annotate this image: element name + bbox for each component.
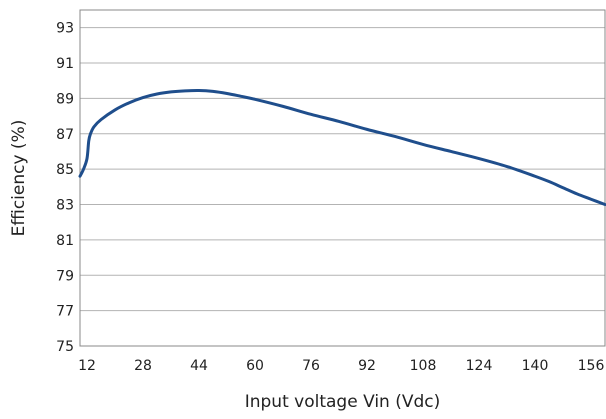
plot-area-frame: [79, 9, 606, 347]
y-tick-label: 91: [56, 56, 74, 72]
grid-lines: [80, 27, 605, 347]
x-tick-label: 60: [246, 358, 264, 374]
y-tick-label: 81: [56, 233, 74, 249]
y-tick-label: 79: [56, 268, 74, 284]
y-tick-label: 87: [56, 127, 74, 143]
y-axis-title: Efficiency (%): [9, 120, 29, 237]
y-axis-ticks: 75 77 79 81 83 85 87 89 91 93: [56, 21, 74, 355]
y-tick-label: 77: [56, 304, 74, 320]
x-tick-label: 124: [466, 358, 493, 374]
x-tick-label: 28: [134, 358, 152, 374]
y-tick-label: 89: [56, 91, 74, 107]
y-tick-label: 93: [56, 21, 74, 37]
x-tick-label: 44: [190, 358, 208, 374]
efficiency-series-line: [78, 88, 606, 207]
x-axis-ticks: 12 28 44 60 76 92 108 124 140 156: [78, 358, 604, 374]
y-tick-label: 83: [56, 198, 74, 214]
y-tick-label: 75: [56, 339, 74, 355]
y-tick-label: 85: [56, 162, 74, 178]
x-tick-label: 92: [358, 358, 376, 374]
x-tick-label: 12: [78, 358, 96, 374]
x-tick-label: 76: [302, 358, 320, 374]
x-tick-label: 140: [522, 358, 549, 374]
x-tick-label: 108: [410, 358, 437, 374]
x-axis-title: Input voltage Vin (Vdc): [245, 392, 441, 412]
x-tick-label: 156: [578, 358, 605, 374]
